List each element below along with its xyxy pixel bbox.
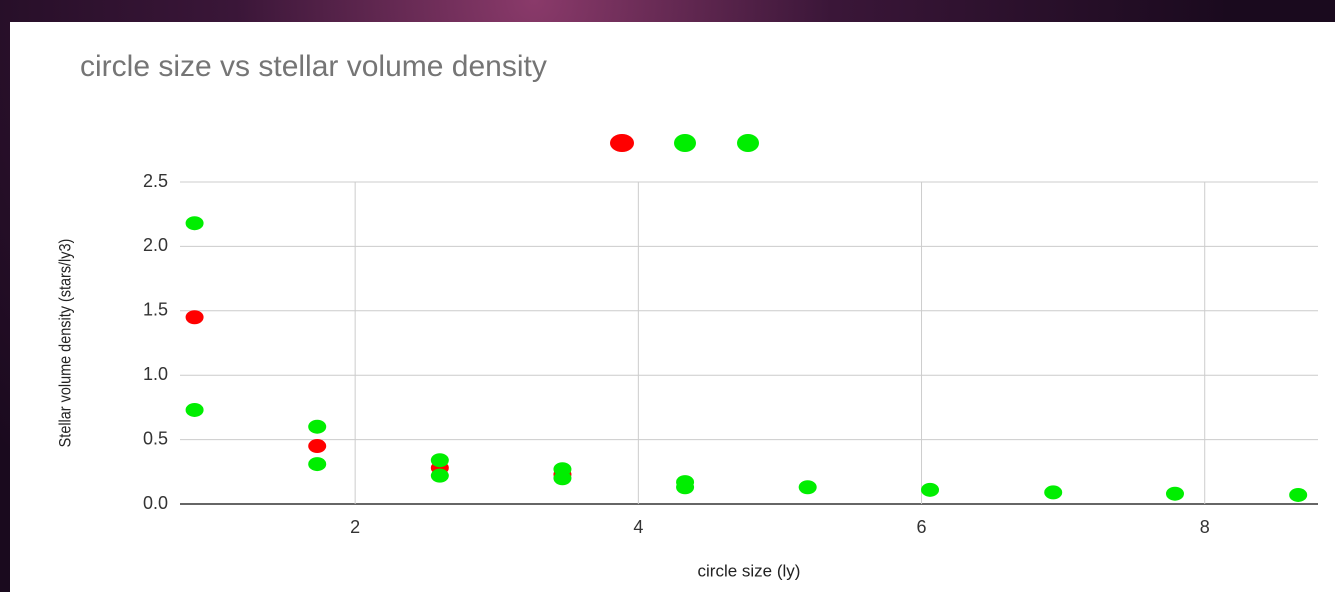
data-point: [186, 403, 204, 417]
chart-title: circle size vs stellar volume density: [80, 50, 547, 83]
data-point: [553, 471, 571, 485]
x-tick-label: 2: [350, 517, 360, 537]
y-tick-label: 0.0: [143, 493, 168, 513]
y-tick-label: 1.5: [143, 300, 168, 320]
chart: circle size vs stellar volume density ci…: [0, 0, 1335, 592]
data-point: [308, 420, 326, 434]
data-point: [921, 483, 939, 497]
x-tick-label: 8: [1200, 517, 1210, 537]
data-point: [676, 480, 694, 494]
y-axis-label: Stellar volume density (stars/ly3): [56, 239, 74, 448]
y-tick-label: 2.5: [143, 171, 168, 191]
data-point: [431, 469, 449, 483]
data-point: [308, 457, 326, 471]
y-tick-label: 2.0: [143, 235, 168, 255]
x-tick-label: 4: [633, 517, 643, 537]
x-tick-label: 6: [917, 517, 927, 537]
legend-marker: [610, 134, 634, 152]
chart-panel: [10, 22, 1335, 592]
data-point: [1289, 488, 1307, 502]
data-point: [1166, 487, 1184, 501]
data-point: [186, 216, 204, 230]
legend-marker: [737, 134, 759, 152]
x-axis-label: circle size (ly): [698, 561, 801, 580]
data-point: [431, 453, 449, 467]
page: {"chart_data": {"type": "scatter", "titl…: [0, 0, 1335, 592]
y-tick-label: 0.5: [143, 428, 168, 448]
data-point: [799, 480, 817, 494]
data-point: [308, 439, 326, 453]
legend-marker: [674, 134, 696, 152]
data-point: [186, 310, 204, 324]
data-point: [1044, 485, 1062, 499]
y-tick-label: 1.0: [143, 364, 168, 384]
